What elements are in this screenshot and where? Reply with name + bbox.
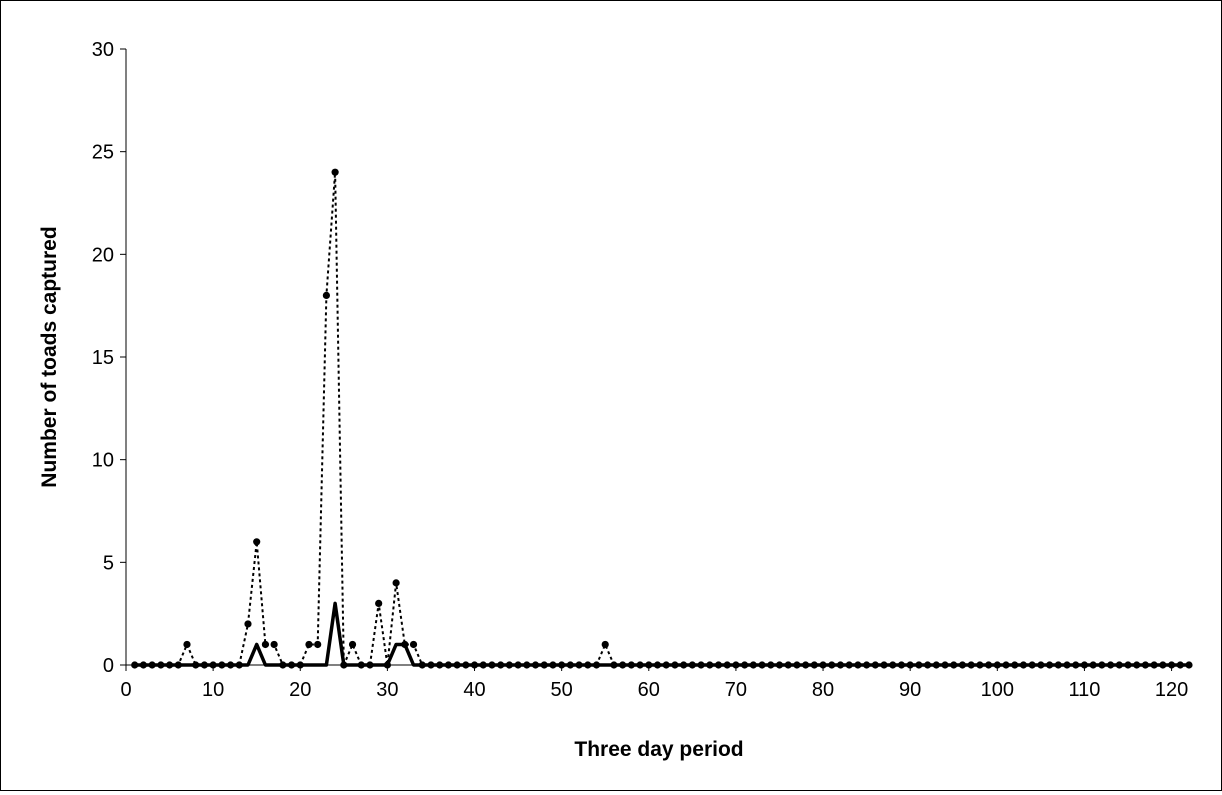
series-dotted-point bbox=[261, 640, 270, 649]
series-dotted-point bbox=[253, 538, 261, 546]
x-tick-label: 10 bbox=[202, 679, 224, 701]
series-dotted-point bbox=[305, 640, 313, 649]
x-tick-label: 70 bbox=[725, 679, 747, 701]
x-tick-label: 80 bbox=[812, 679, 834, 701]
y-tick-label: 15 bbox=[92, 347, 114, 369]
x-tick-label: 20 bbox=[289, 679, 311, 701]
x-tick-label: 40 bbox=[463, 679, 485, 701]
series-dotted-point bbox=[331, 168, 339, 176]
y-tick-label: 5 bbox=[103, 552, 114, 574]
series-dotted-point bbox=[375, 599, 383, 608]
y-tick-label: 20 bbox=[92, 244, 114, 266]
series-dotted-point bbox=[322, 291, 331, 299]
ticks: 0 5 10 15 20 25 30 0 10 20 30 40 50 60 70 80 90 100 110 120 bbox=[92, 39, 1189, 701]
y-tick-label: 30 bbox=[92, 39, 114, 61]
x-tick-label: 50 bbox=[551, 679, 573, 701]
y-tick-label: 10 bbox=[92, 450, 114, 472]
series-solid-line bbox=[134, 601, 1189, 667]
x-tick-label: 60 bbox=[638, 679, 660, 701]
x-tick-label: 30 bbox=[376, 679, 398, 701]
y-tick-label: 0 bbox=[103, 655, 114, 677]
y-axis-title: Number of toads captured bbox=[38, 226, 61, 487]
series-dotted-point bbox=[392, 579, 400, 587]
series-dotted-point bbox=[409, 640, 418, 649]
series-dotted-point bbox=[348, 640, 357, 649]
series-dotted-point bbox=[270, 640, 278, 649]
x-tick-label: 120 bbox=[1155, 679, 1188, 701]
series-dotted-point bbox=[183, 640, 191, 649]
x-tick-label: 90 bbox=[899, 679, 921, 701]
series-dotted-point bbox=[244, 620, 252, 628]
axes bbox=[125, 49, 1189, 666]
x-tick-label: 0 bbox=[120, 679, 131, 701]
x-tick-label: 100 bbox=[981, 679, 1014, 701]
y-tick-label: 25 bbox=[92, 142, 114, 164]
x-axis-title: Three day period bbox=[574, 738, 743, 761]
series-dotted-point bbox=[601, 640, 609, 649]
x-tick-label: 110 bbox=[1068, 679, 1100, 701]
series-dotted-line bbox=[134, 171, 1189, 666]
series-dotted-point bbox=[314, 640, 322, 649]
series-layer bbox=[131, 168, 1193, 669]
